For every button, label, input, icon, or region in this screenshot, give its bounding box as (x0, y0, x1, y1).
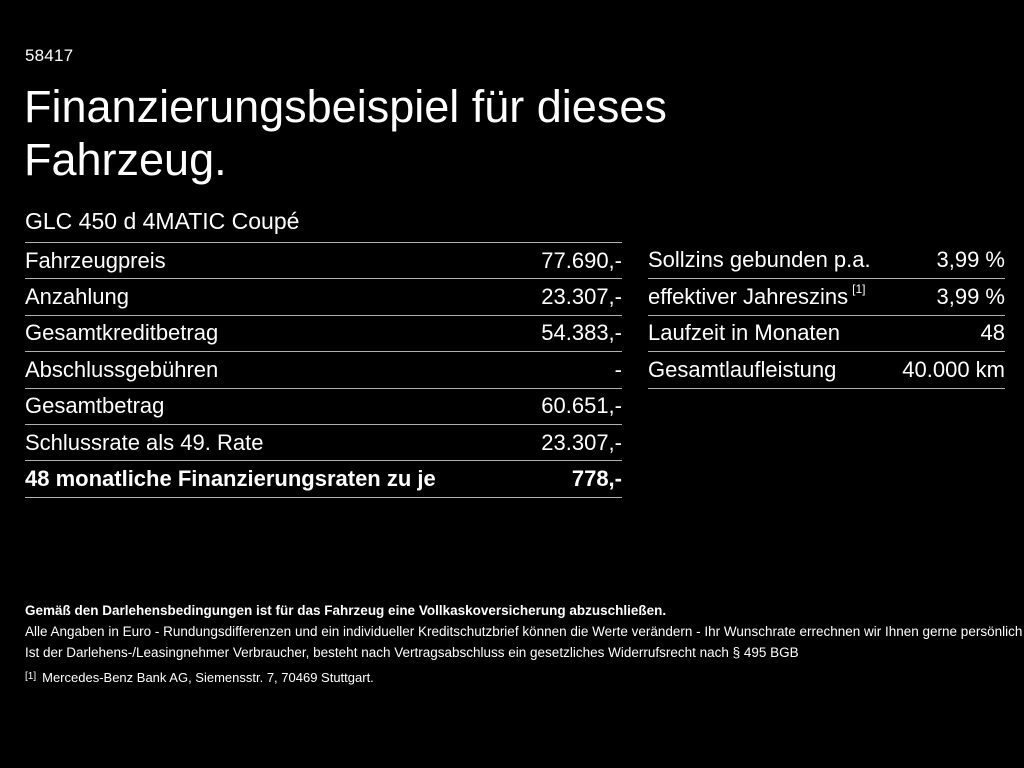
row-label: Gesamtkreditbetrag (25, 320, 219, 346)
row-value: 3,99 % (936, 246, 1006, 272)
row-label: 48 monatliche Finanzierungsraten zu je (25, 466, 436, 492)
row-label: Schlussrate als 49. Rate (25, 429, 264, 455)
row-label: effektiver Jahreszins [1] (648, 282, 866, 309)
reference-number: 58417 (25, 46, 74, 65)
row-label: Laufzeit in Monaten (648, 320, 841, 346)
footnote: [1] Mercedes-Benz Bank AG, Siemensstr. 7,… (25, 669, 1004, 685)
table-row: Fahrzeugpreis 77.690,- (25, 243, 622, 280)
row-value: 54.383,- (541, 320, 622, 346)
row-label: Abschlussgebühren (25, 356, 219, 382)
table-row: Laufzeit in Monaten 48 (648, 316, 1005, 353)
footnote-reference-marker: [1] (852, 282, 866, 297)
page-title: Finanzierungsbeispiel für dieses Fahrzeu… (24, 81, 667, 185)
disclaimer-line: Ist der Darlehens-/Leasingnehmer Verbrau… (25, 645, 799, 660)
row-value: 77.690,- (541, 247, 622, 273)
footnote-text: Mercedes-Benz Bank AG, Siemensstr. 7, 70… (42, 670, 374, 685)
table-row: Abschlussgebühren - (25, 352, 622, 389)
table-row: Sollzins gebunden p.a. 3,99 % (648, 242, 1005, 279)
row-value: 40.000 km (902, 357, 1005, 383)
row-label: Sollzins gebunden p.a. (648, 246, 871, 272)
table-row: Gesamtbetrag 60.651,- (25, 389, 622, 425)
vehicle-model: GLC 450 d 4MATIC Coupé (25, 208, 300, 234)
row-value: 60.651,- (541, 393, 622, 419)
disclaimer-line: Alle Angaben in Euro - Rundungsdifferenz… (25, 624, 1023, 639)
table-row-monthly-rate: 48 monatliche Finanzierungsraten zu je 7… (25, 461, 622, 498)
footnote-marker: [1] (25, 671, 37, 682)
table-row: Anzahlung 23.307,- (25, 279, 622, 316)
row-value: 23.307,- (541, 284, 622, 310)
financing-table: Fahrzeugpreis 77.690,- Anzahlung 23.307,… (25, 242, 622, 498)
row-label: Gesamtlaufleistung (648, 357, 837, 383)
table-row: Schlussrate als 49. Rate 23.307,- (25, 425, 622, 462)
row-label: Gesamtbetrag (25, 393, 165, 419)
conditions-table: Sollzins gebunden p.a. 3,99 % effektiver… (648, 242, 1005, 389)
insurance-note: Gemäß den Darlehensbedingungen ist für d… (25, 603, 667, 618)
row-value: - (614, 356, 622, 382)
row-value: 3,99 % (936, 283, 1006, 309)
table-row: Gesamtlaufleistung 40.000 km (648, 352, 1005, 389)
table-row: Gesamtkreditbetrag 54.383,- (25, 316, 622, 353)
row-label: Anzahlung (25, 284, 129, 310)
table-row: effektiver Jahreszins [1] 3,99 % (648, 279, 1005, 316)
row-label: Fahrzeugpreis (25, 247, 166, 273)
row-value: 48 (980, 320, 1005, 346)
row-value: 23.307,- (541, 429, 622, 455)
row-value: 778,- (571, 466, 622, 492)
